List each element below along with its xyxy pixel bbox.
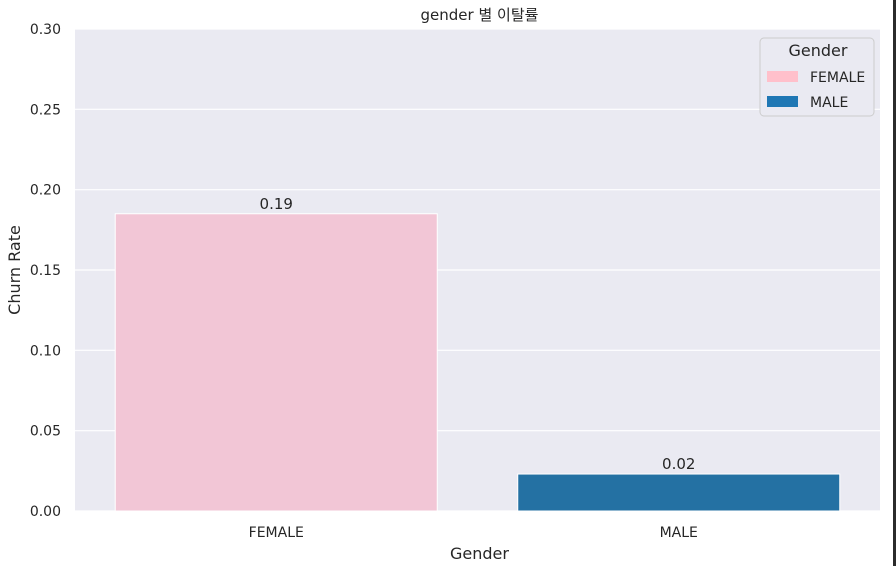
bar-labels: 0.19 0.02 bbox=[260, 195, 696, 473]
legend-swatch-female bbox=[767, 71, 798, 82]
y-tick-label: 0.20 bbox=[30, 183, 61, 199]
y-axis-ticks: 0.00 0.05 0.10 0.15 0.20 0.25 0.30 bbox=[30, 22, 61, 520]
legend: Gender FEMALE MALE bbox=[759, 37, 875, 117]
y-tick-label: 0.10 bbox=[30, 343, 61, 359]
x-axis-ticks: FEMALE MALE bbox=[249, 525, 698, 541]
y-axis-title: Churn Rate bbox=[5, 225, 24, 315]
x-tick-label: MALE bbox=[660, 525, 698, 541]
y-tick-label: 0.05 bbox=[30, 424, 61, 440]
x-tick-label: FEMALE bbox=[249, 525, 304, 541]
y-tick-label: 0.15 bbox=[30, 263, 61, 279]
bars bbox=[114, 213, 841, 512]
x-axis-title: Gender bbox=[450, 544, 509, 563]
legend-label-female: FEMALE bbox=[810, 70, 865, 86]
window-edge bbox=[893, 0, 896, 566]
y-tick-label: 0.00 bbox=[30, 504, 61, 520]
bar-female bbox=[114, 213, 438, 512]
bar-value-label: 0.02 bbox=[662, 455, 695, 473]
y-tick-label: 0.25 bbox=[30, 102, 61, 118]
chart-title: gender 별 이탈률 bbox=[421, 6, 539, 24]
y-tick-label: 0.30 bbox=[30, 22, 61, 38]
bar-male bbox=[517, 473, 841, 512]
legend-swatch-male bbox=[767, 96, 798, 107]
legend-label-male: MALE bbox=[810, 95, 848, 111]
legend-title: Gender bbox=[789, 41, 848, 60]
bar-value-label: 0.19 bbox=[260, 195, 293, 213]
